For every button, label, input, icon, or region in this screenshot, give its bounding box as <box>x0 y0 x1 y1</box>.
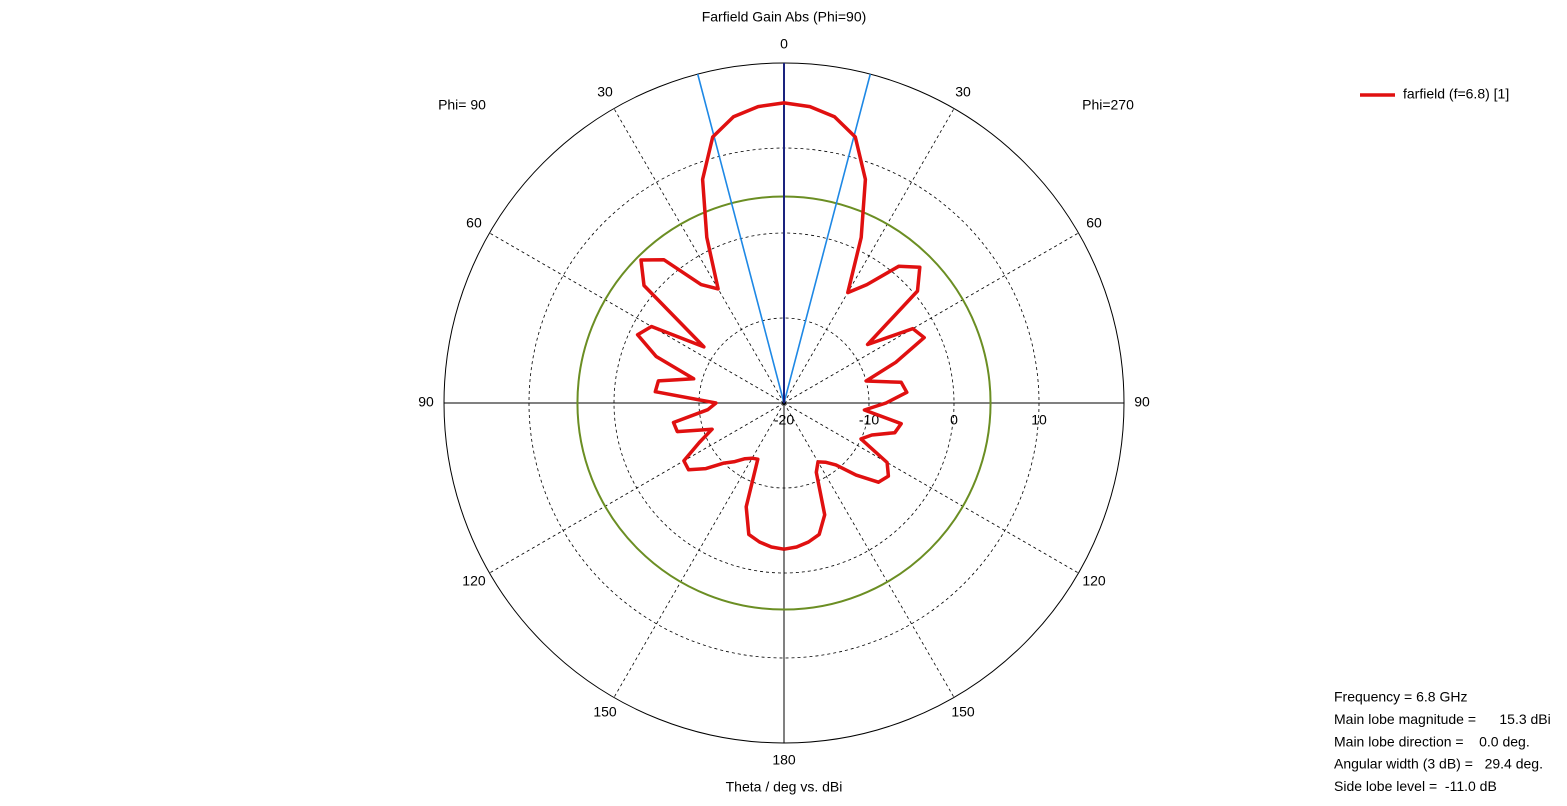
theta-tick-label: 180 <box>772 752 796 768</box>
theta-tick-label: 120 <box>1082 573 1106 589</box>
chart-title: Farfield Gain Abs (Phi=90) <box>702 9 867 25</box>
angular-width-line <box>696 73 785 404</box>
theta-tick-label: 0 <box>780 36 788 52</box>
legend-label: farfield (f=6.8) [1] <box>1403 86 1509 102</box>
annotation: Angular width (3 dB) = 29.4 deg. <box>1334 756 1543 772</box>
theta-tick-label: 30 <box>955 84 971 100</box>
grid-spoke <box>783 402 1079 574</box>
left-label: Phi= 90 <box>438 97 486 113</box>
series-line <box>635 101 926 551</box>
theta-tick-label: 150 <box>951 704 975 720</box>
grid-spoke <box>489 232 785 404</box>
theta-tick-label: 90 <box>418 394 434 410</box>
annotation: Main lobe direction = 0.0 deg. <box>1334 733 1530 749</box>
r-tick-label: -10 <box>859 412 879 428</box>
grid-spoke <box>613 402 785 698</box>
grid-spoke <box>613 108 785 404</box>
angular-width-line <box>783 73 872 404</box>
grid-spoke <box>489 402 785 574</box>
theta-tick-label: 120 <box>462 573 486 589</box>
right-label: Phi=270 <box>1082 97 1134 113</box>
grid-spoke <box>783 232 1079 404</box>
annotation: Side lobe level = -11.0 dB <box>1334 778 1497 794</box>
axis-label: Theta / deg vs. dBi <box>726 779 843 795</box>
r-tick-label: 0 <box>950 412 958 428</box>
theta-tick-label: 30 <box>597 84 613 100</box>
grid-spoke <box>783 402 955 698</box>
r-tick-label: 10 <box>1031 412 1047 428</box>
grid-spoke <box>783 108 955 404</box>
annotation: Main lobe magnitude = 15.3 dBi <box>1334 711 1551 727</box>
theta-tick-label: 60 <box>466 215 482 231</box>
annotation: Frequency = 6.8 GHz <box>1334 689 1467 705</box>
theta-tick-label: 60 <box>1086 215 1102 231</box>
theta-tick-label: 90 <box>1134 394 1150 410</box>
theta-tick-label: 150 <box>593 704 617 720</box>
